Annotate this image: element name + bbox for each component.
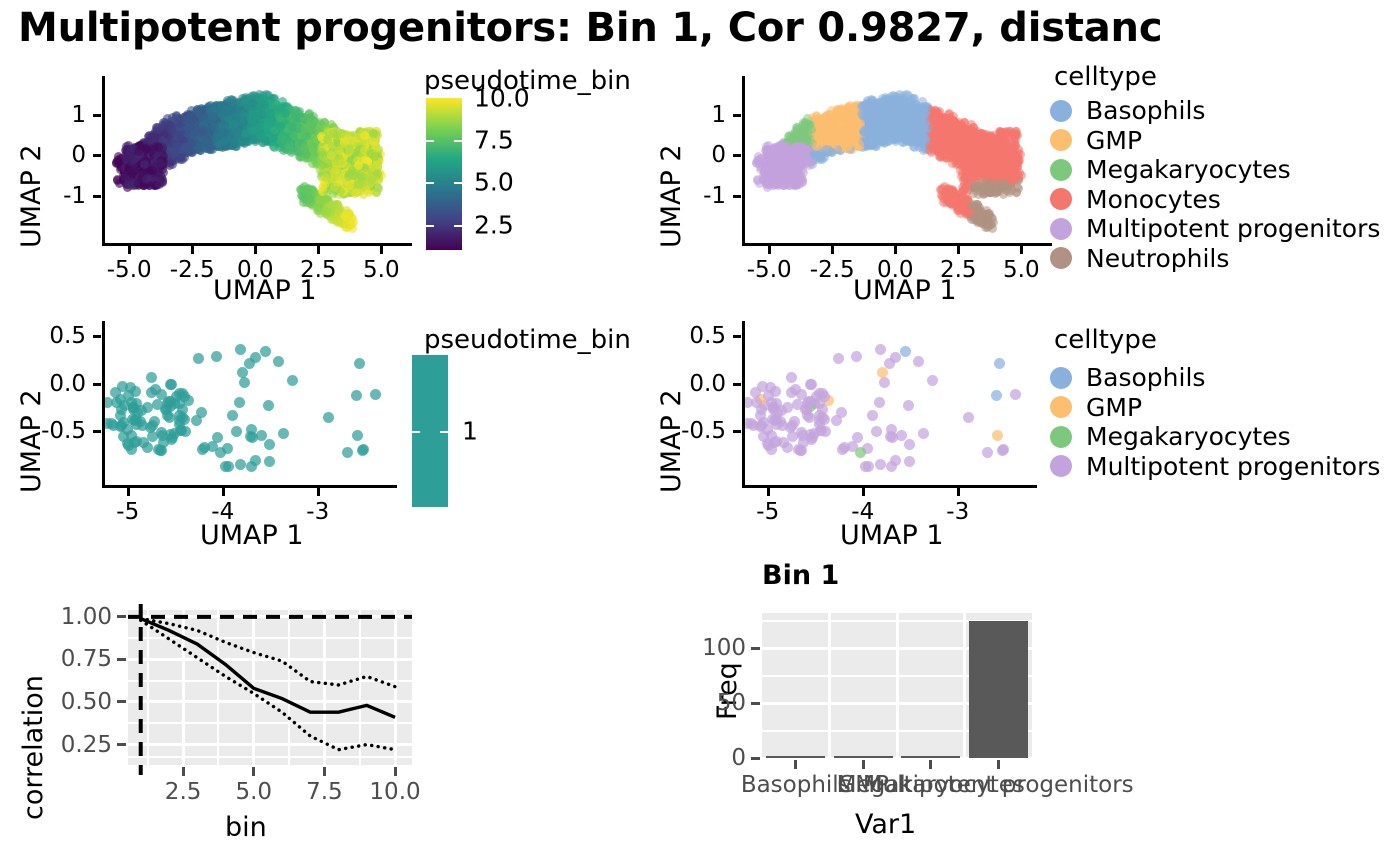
data-point	[171, 141, 181, 151]
data-point	[320, 172, 330, 182]
data-point	[280, 108, 290, 118]
axis-label-y: UMAP 2	[656, 144, 687, 248]
colorbar-tick	[426, 224, 434, 227]
colorbar-tick	[454, 224, 462, 227]
data-point	[330, 182, 340, 192]
x-tick-label: 0.0	[236, 257, 274, 283]
colorbar-tick	[426, 140, 434, 143]
data-point	[366, 148, 376, 158]
colorbar-label: 5.0	[474, 167, 514, 197]
x-tick-label: 5.0	[363, 257, 400, 283]
colorbar-tick	[426, 182, 434, 185]
data-point	[222, 105, 232, 115]
data-point	[259, 100, 269, 110]
data-point	[321, 207, 331, 217]
data-point	[144, 131, 154, 141]
x-tick-label: -2.5	[169, 257, 215, 283]
axis-label-y: UMAP 2	[16, 144, 47, 248]
y-tick-label: 1	[71, 101, 86, 128]
x-tick	[254, 246, 258, 254]
data-point	[360, 130, 369, 140]
data-point	[369, 128, 379, 138]
colorbar-label: 7.5	[474, 125, 514, 155]
colorbar	[426, 98, 462, 250]
x-tick	[317, 246, 321, 254]
data-point	[208, 111, 218, 121]
y-tick-label: 0	[71, 142, 86, 169]
y-tick	[93, 113, 101, 117]
y-tick	[93, 195, 101, 199]
page-title: Multipotent progenitors: Bin 1, Cor 0.98…	[18, 5, 1163, 51]
data-point	[173, 114, 183, 124]
y-tick-label: -1	[63, 183, 86, 210]
data-point	[275, 121, 285, 131]
data-point	[353, 160, 363, 170]
data-point	[181, 144, 191, 154]
x-tick-label: -5.0	[106, 257, 152, 283]
axis-label-x: UMAP 1	[213, 275, 317, 306]
data-point	[335, 157, 345, 167]
data-point	[141, 174, 151, 184]
plot-area	[744, 80, 1044, 235]
panel-umap-celltype: UMAP 2 UMAP 1 -5.0 -2.5 0.0 2.5 5.0 -1 0 1 cellt…	[640, 60, 1400, 310]
colorbar-tick	[454, 140, 462, 143]
data-point	[300, 123, 310, 133]
data-point	[152, 161, 162, 171]
data-point	[303, 195, 313, 205]
data-point	[340, 211, 350, 221]
y-tick	[93, 154, 101, 158]
data-point	[248, 111, 258, 121]
data-point	[154, 180, 164, 190]
data-point	[167, 124, 177, 134]
data-point	[228, 120, 238, 130]
x-tick	[128, 246, 132, 254]
data-point	[126, 146, 136, 156]
y-axis-line	[102, 76, 105, 243]
data-point	[372, 169, 382, 179]
colorbar-label: 10.0	[474, 83, 530, 113]
data-point	[153, 142, 163, 152]
plot-area	[104, 80, 404, 235]
data-point	[343, 172, 353, 182]
data-point	[348, 217, 358, 227]
data-point	[372, 188, 382, 197]
panel-umap-pseudotime: UMAP 2 UMAP 1 -5.0 -2.5 0.0 2.5 5.0 -1 0 1 pseud…	[0, 60, 660, 310]
data-point	[328, 199, 338, 209]
x-tick	[380, 246, 384, 254]
x-tick	[191, 246, 195, 254]
colorbar-label: 2.5	[474, 210, 514, 240]
data-point	[353, 179, 363, 189]
colorbar-tick	[454, 182, 462, 185]
data-point	[336, 128, 346, 138]
data-point	[242, 99, 252, 109]
x-tick-label: 2.5	[299, 257, 337, 283]
data-point	[111, 157, 121, 167]
data-point	[327, 150, 337, 160]
